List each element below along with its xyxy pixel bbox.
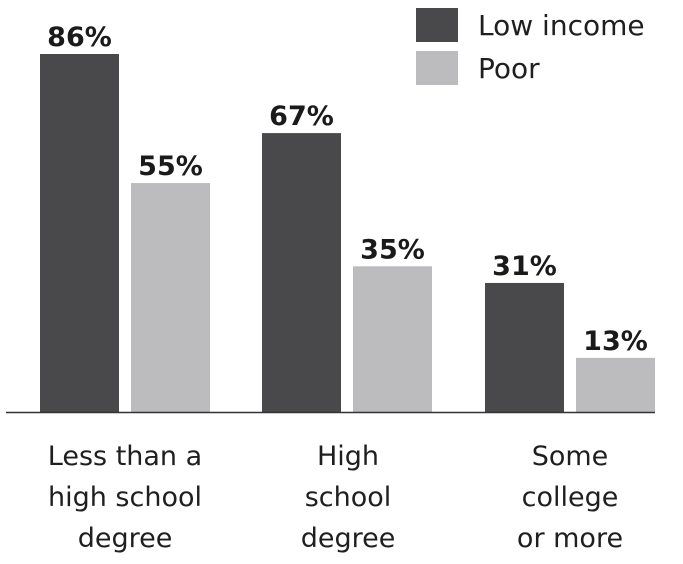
legend-label-poor: Poor: [478, 51, 540, 85]
legend-label-low-income: Low income: [478, 8, 645, 42]
data-label-poor-less-than-high-school: 55%: [138, 151, 203, 182]
category-label-some-college: Some college or more: [516, 441, 624, 554]
legend-swatch-poor: [416, 51, 458, 85]
category-label-less-than-high-school: Less than a high school degree: [47, 441, 203, 554]
bar-poor-less-than-high-school: [131, 183, 210, 412]
legend-swatch-low-income: [416, 8, 458, 42]
data-label-poor-high-school: 35%: [360, 234, 425, 265]
data-label-low-income-less-than-high-school: 86%: [47, 22, 112, 53]
bar-low-income-some-college: [485, 282, 564, 412]
category-label-high-school: High school degree: [300, 441, 396, 554]
bars-layer: 86% 55% 67% 35% 31% 13%: [40, 22, 655, 412]
legend-item-poor: Poor: [416, 51, 540, 85]
data-label-poor-some-college: 13%: [583, 326, 648, 357]
bar-low-income-less-than-high-school: [40, 54, 119, 412]
data-label-low-income-some-college: 31%: [492, 251, 557, 282]
bar-poor-high-school: [353, 266, 432, 412]
data-label-low-income-high-school: 67%: [269, 101, 334, 132]
legend-item-low-income: Low income: [416, 8, 645, 42]
bar-poor-some-college: [576, 357, 655, 412]
bar-low-income-high-school: [262, 133, 341, 412]
